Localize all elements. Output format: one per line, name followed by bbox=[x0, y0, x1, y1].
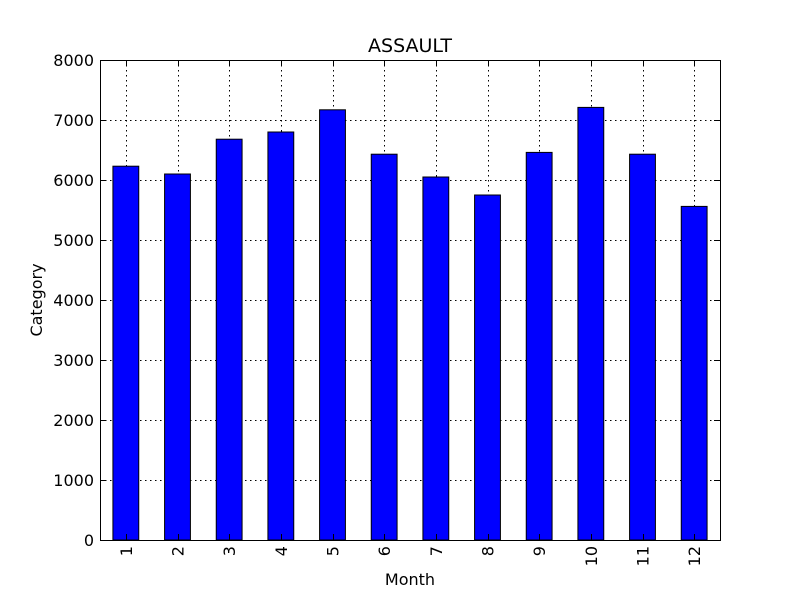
y-tick-label: 4000 bbox=[53, 291, 94, 310]
bar-month-6 bbox=[370, 153, 398, 541]
bar-month-12 bbox=[680, 205, 708, 541]
bar-month-10 bbox=[577, 106, 605, 541]
bar-month-5 bbox=[319, 109, 346, 541]
x-tick-label: 10 bbox=[582, 546, 601, 566]
y-tick-label: 0 bbox=[84, 531, 94, 550]
bars bbox=[112, 106, 708, 541]
y-tick-label: 1000 bbox=[53, 471, 94, 490]
x-axis-label: Month bbox=[385, 570, 435, 589]
y-tick-label: 8000 bbox=[53, 51, 94, 70]
x-tick-label: 6 bbox=[375, 546, 394, 556]
plot-frame bbox=[100, 60, 721, 541]
x-tick-label: 2 bbox=[169, 546, 188, 556]
bar-month-7 bbox=[422, 176, 450, 541]
y-tick-label: 2000 bbox=[53, 411, 94, 430]
x-tick-label: 8 bbox=[479, 546, 498, 556]
bar-month-3 bbox=[215, 138, 243, 541]
bar-month-11 bbox=[629, 153, 656, 541]
bar-month-2 bbox=[164, 173, 191, 541]
y-tick-label: 3000 bbox=[53, 351, 94, 370]
x-tick-label: 7 bbox=[427, 546, 446, 556]
x-tick-label: 11 bbox=[634, 546, 653, 566]
x-tick-label: 5 bbox=[324, 546, 343, 556]
x-tick-label: 12 bbox=[685, 546, 704, 566]
y-tick-label: 5000 bbox=[53, 231, 94, 250]
x-tick-label: 3 bbox=[220, 546, 239, 556]
x-tick-label: 1 bbox=[117, 546, 136, 556]
y-axis-label: Category bbox=[27, 263, 46, 336]
bar-month-9 bbox=[525, 151, 553, 541]
y-tick-label: 6000 bbox=[53, 171, 94, 190]
x-tick-label: 9 bbox=[530, 546, 549, 556]
x-tick-label: 4 bbox=[272, 546, 291, 556]
bar-month-4 bbox=[267, 131, 295, 541]
y-tick-label: 7000 bbox=[53, 111, 94, 130]
chart-title: ASSAULT bbox=[368, 35, 452, 57]
bar-month-8 bbox=[474, 194, 501, 541]
bar-month-1 bbox=[112, 165, 140, 541]
